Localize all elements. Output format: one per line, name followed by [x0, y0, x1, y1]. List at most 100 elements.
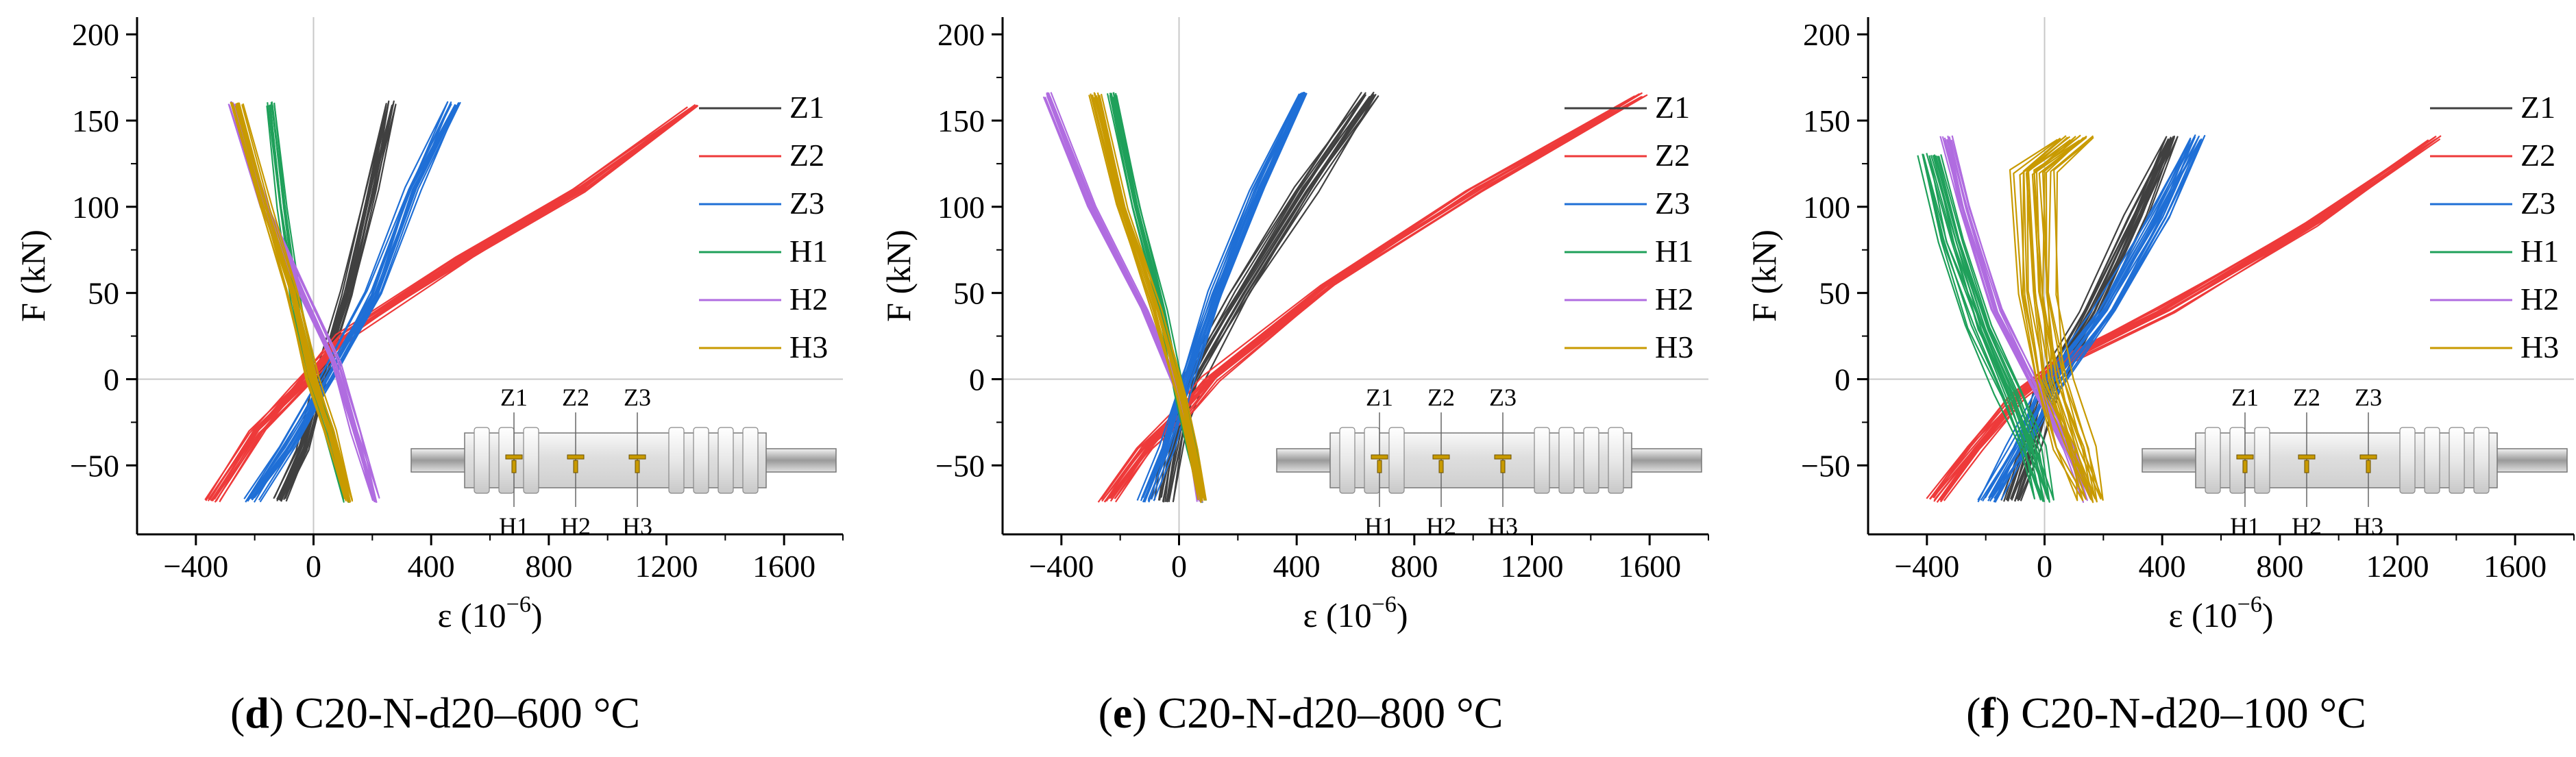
series-curve-h1: [1917, 153, 2035, 500]
caption-letter: d: [245, 688, 269, 737]
legend-label-z1: Z1: [789, 90, 824, 125]
x-axis-title-end: ): [1397, 596, 1408, 634]
series-curve-h3: [2041, 136, 2104, 501]
caption-text: C20-N-d20–100 °C: [2010, 688, 2366, 737]
legend-label-h1: H1: [1655, 234, 1693, 269]
gauge-z-marker: [1494, 454, 1512, 460]
legend-label-z3: Z3: [1655, 186, 1690, 221]
rib: [693, 427, 709, 494]
x-tick-label: −400: [163, 549, 228, 584]
series-curve-h3: [231, 103, 347, 501]
x-tick-label: 400: [408, 549, 455, 584]
gauge-z-marker: [2359, 454, 2377, 460]
y-tick-label: −50: [70, 448, 119, 483]
y-tick-label: −50: [1801, 448, 1850, 483]
gauge-label-bottom: H1: [2230, 512, 2260, 540]
x-axis-title-end: ): [2262, 596, 2274, 634]
x-tick-label: 400: [2139, 549, 2186, 584]
y-tick-label: 200: [1803, 17, 1850, 52]
x-axis-title-main: ε (10: [1303, 596, 1372, 634]
legend-label-h2: H2: [1655, 282, 1693, 317]
legend-label-h2: H2: [2520, 282, 2559, 317]
x-tick-label: 800: [2256, 549, 2303, 584]
x-axis-title-end: ): [531, 596, 543, 634]
legend-label-h1: H1: [789, 234, 828, 269]
y-tick-label: 50: [88, 276, 119, 311]
rib: [2254, 427, 2270, 494]
y-tick-label: 50: [1819, 276, 1850, 311]
gauge-label-top: Z3: [624, 384, 651, 411]
y-tick-label: −50: [935, 448, 985, 483]
caption-text: C20-N-d20–600 °C: [284, 688, 640, 737]
chart-panel-e: −400 0 400 800 1200 1600 −50 0 50 100 150 200 F (kN)…: [879, 17, 1709, 737]
x-tick-label: 1600: [752, 549, 815, 584]
legend-label-h1: H1: [2520, 234, 2559, 269]
gauge-h-marker: [1438, 460, 1444, 473]
gauge-label-top: Z1: [2231, 384, 2259, 411]
gauge-h-marker: [2366, 460, 2371, 473]
gauge-label-top: Z3: [2355, 384, 2382, 411]
rib: [742, 427, 759, 494]
gauge-z-marker: [505, 454, 523, 460]
caption-close: ): [269, 688, 284, 737]
gauge-z-marker: [1432, 454, 1450, 460]
specimen-diagram: Z1 H1 Z2 H2 Z3 H3: [410, 384, 837, 540]
series-group: [1917, 134, 2442, 504]
x-axis-title: ε (10−6): [438, 592, 543, 634]
gauge-label-top: Z2: [562, 384, 589, 411]
y-axis-title: F (kN): [879, 229, 918, 322]
gauge-z-marker: [567, 454, 585, 460]
legend-label-h2: H2: [789, 282, 828, 317]
legend-label-z1: Z1: [2520, 90, 2555, 125]
series-curve-z3: [1982, 136, 2196, 502]
y-tick-label: 200: [72, 17, 119, 52]
gauge-z-marker: [1371, 454, 1388, 460]
series-curve-z2: [215, 105, 698, 502]
y-axis-title: F (kN): [14, 229, 52, 322]
caption-open: (: [1099, 688, 1113, 737]
gauge-h-marker: [1500, 460, 1506, 473]
rib: [1558, 427, 1575, 494]
rib: [523, 427, 539, 494]
series-curve-h2: [232, 102, 380, 499]
x-axis-title-exponent: −6: [2237, 592, 2262, 617]
series-curve-h3: [236, 103, 352, 503]
gauge-label-bottom: H3: [622, 512, 652, 540]
legend-label-z3: Z3: [789, 186, 824, 221]
legend-label-z3: Z3: [2520, 186, 2555, 221]
specimen-diagram: Z1 H1 Z2 H2 Z3 H3: [2142, 384, 2568, 540]
series-group: [1042, 91, 1648, 504]
gauge-label-top: Z1: [1366, 384, 1393, 411]
x-tick-label: 800: [1390, 549, 1438, 584]
x-tick-label: 0: [306, 549, 321, 584]
rib: [2205, 427, 2221, 494]
gauge-label-top: Z1: [500, 384, 528, 411]
x-tick-label: −400: [1029, 549, 1094, 584]
legend-label-z2: Z2: [2520, 138, 2555, 173]
panel-caption: (e) C20-N-d20–800 °C: [1099, 688, 1504, 737]
gauge-label-bottom: H1: [1364, 512, 1395, 540]
gauge-label-bottom: H3: [2353, 512, 2383, 540]
caption-letter: e: [1113, 688, 1132, 737]
series-curve-h3: [1095, 95, 1205, 501]
series-curve-h3: [2013, 136, 2078, 501]
rib: [2473, 427, 2490, 494]
gauge-h-marker: [2304, 460, 2309, 473]
x-tick-label: 400: [1273, 549, 1321, 584]
x-axis-title-exponent: −6: [1372, 592, 1397, 617]
x-axis-title: ε (10−6): [2169, 592, 2274, 634]
series-curve-h3: [2027, 137, 2094, 504]
x-tick-label: 1600: [1618, 549, 1681, 584]
rib: [1339, 427, 1356, 494]
gauge-label-top: Z3: [1489, 384, 1517, 411]
gauge-h-marker: [2242, 460, 2248, 473]
y-tick-label: 150: [1803, 103, 1850, 138]
series-curve-h1: [1933, 154, 2054, 501]
panel-caption: (d) C20-N-d20–600 °C: [230, 688, 640, 737]
gauge-z-marker: [2298, 454, 2316, 460]
series-curve-h3: [2009, 138, 2084, 501]
gauge-label-top: Z2: [1427, 384, 1455, 411]
gauge-z-marker: [628, 454, 646, 460]
rib: [1608, 427, 1624, 494]
legend: Z1 Z2 Z3 H1 H2 H3: [1565, 90, 1693, 364]
